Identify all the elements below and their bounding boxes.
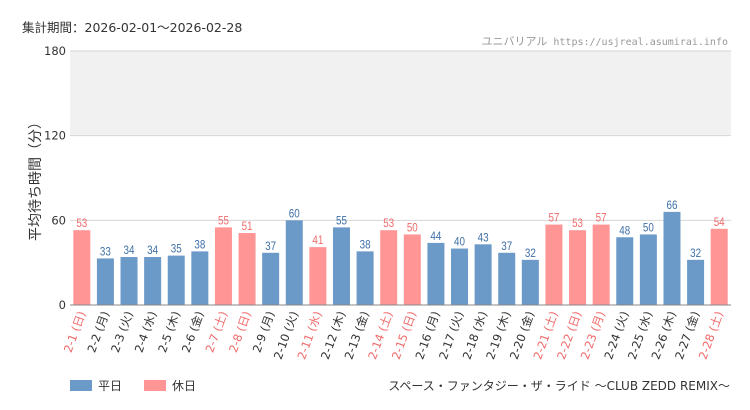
bar-value-label-15: 50 xyxy=(407,222,418,235)
bar-value-label-14: 53 xyxy=(383,217,394,230)
bars xyxy=(73,211,728,305)
bar-16 xyxy=(427,242,445,305)
attraction-name: スペース・ファンタジー・ザ・ライド ～CLUB ZEDD REMIX～ xyxy=(388,379,730,393)
bar-value-label-26: 66 xyxy=(667,199,678,212)
bar-value-label-24: 48 xyxy=(619,224,630,237)
bar-13 xyxy=(356,251,374,305)
period-label: 集計期間：2026-02-01～2026-02-28 xyxy=(22,20,243,35)
site-credit: ユニバリアル https://usjreal.asumirai.info xyxy=(482,33,729,49)
bar-value-label-5: 35 xyxy=(171,243,182,256)
site-url: https://usjreal.asumirai.info xyxy=(553,37,728,48)
bar-value-labels: 53 33 34 34 35 38 55 51 37 60 41 55 38 53 50 44 40 43 37 32… xyxy=(76,199,724,260)
bar-6 xyxy=(191,251,209,305)
legend-swatch-holiday xyxy=(144,380,167,391)
bar-value-label-11: 41 xyxy=(312,234,323,247)
bar-27 xyxy=(687,259,705,305)
bar-value-label-21: 57 xyxy=(548,212,559,225)
high-wait-band xyxy=(70,51,731,136)
bar-2 xyxy=(96,258,114,305)
bar-value-label-12: 55 xyxy=(336,215,347,228)
bar-value-label-19: 37 xyxy=(501,240,512,253)
bar-value-label-25: 50 xyxy=(643,222,654,235)
legend-swatch-weekday xyxy=(70,380,92,391)
bar-8 xyxy=(238,233,256,305)
y-tick-label: 180 xyxy=(44,44,66,58)
bar-10 xyxy=(285,220,303,305)
legend: 平日 休日 xyxy=(70,377,196,394)
bar-1 xyxy=(73,230,91,305)
site-name: ユニバリアル xyxy=(481,35,548,48)
bar-23 xyxy=(592,224,610,305)
bar-value-label-3: 34 xyxy=(124,244,135,257)
bar-value-label-8: 51 xyxy=(242,220,253,233)
bar-4 xyxy=(144,257,162,305)
bar-18 xyxy=(474,244,492,305)
bar-value-label-2: 33 xyxy=(100,246,111,259)
legend-label-weekday: 平日 xyxy=(98,379,123,393)
bar-26 xyxy=(663,211,681,305)
bar-value-label-22: 53 xyxy=(572,217,583,230)
bar-28 xyxy=(710,228,728,305)
gridlines xyxy=(70,50,731,221)
bar-value-label-23: 57 xyxy=(596,212,607,225)
bar-9 xyxy=(262,252,280,305)
bar-5 xyxy=(167,255,185,305)
bar-7 xyxy=(214,227,232,305)
bar-11 xyxy=(309,247,327,305)
bar-20 xyxy=(521,259,539,305)
bar-value-label-17: 40 xyxy=(454,236,465,249)
bar-value-label-13: 38 xyxy=(360,239,371,252)
bar-value-label-9: 37 xyxy=(265,240,276,253)
x-tick-labels: 2-1 (日)2-2 (月)2-3 (火)2-4 (水)2-5 (木)2-6 (… xyxy=(61,309,726,361)
bar-14 xyxy=(380,230,398,305)
y-tick-label: 120 xyxy=(44,129,66,143)
bar-3 xyxy=(120,257,138,305)
bar-22 xyxy=(569,230,587,305)
y-tick-label: 0 xyxy=(59,298,66,312)
bar-value-label-27: 32 xyxy=(690,247,701,260)
legend-item-weekday: 平日 xyxy=(70,377,122,394)
bar-value-label-28: 54 xyxy=(714,216,725,229)
bar-12 xyxy=(332,227,350,305)
bar-value-label-20: 32 xyxy=(525,247,536,260)
y-axis-label: 平均待ち時間（分） xyxy=(28,115,44,241)
bar-value-label-16: 44 xyxy=(430,230,441,243)
bar-value-label-7: 55 xyxy=(218,215,229,228)
bar-21 xyxy=(545,224,563,305)
bar-value-label-18: 43 xyxy=(478,231,489,244)
bar-25 xyxy=(639,234,657,305)
bar-value-label-6: 38 xyxy=(194,239,205,252)
bar-15 xyxy=(403,234,421,305)
y-tick-label: 60 xyxy=(51,213,66,227)
bar-19 xyxy=(498,252,516,305)
bar-value-label-10: 60 xyxy=(289,207,300,220)
legend-label-holiday: 休日 xyxy=(172,379,197,393)
legend-item-holiday: 休日 xyxy=(144,377,196,394)
y-tick-labels: 0 60 120 180 xyxy=(44,44,66,312)
bar-value-label-4: 34 xyxy=(147,244,158,257)
bar-24 xyxy=(616,237,634,305)
bar-value-label-1: 53 xyxy=(76,217,87,230)
bar-17 xyxy=(451,248,469,305)
